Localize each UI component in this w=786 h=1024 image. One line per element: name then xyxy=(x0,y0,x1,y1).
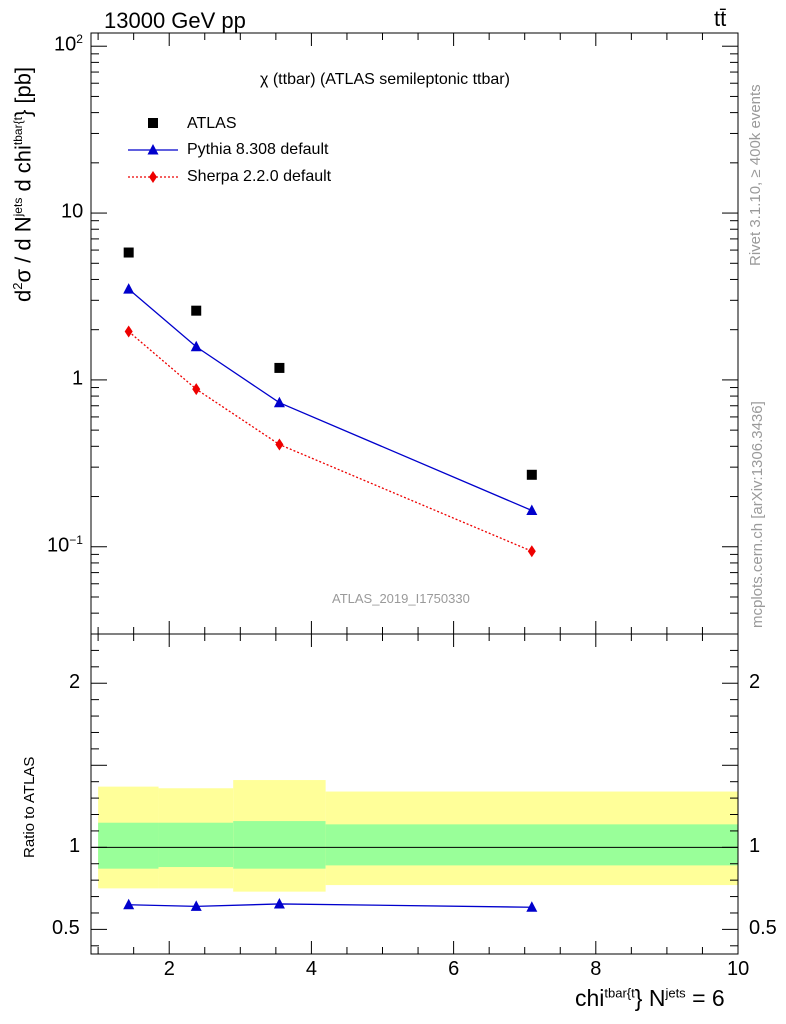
ratio-tick-label-right: 2 xyxy=(749,671,761,694)
y-tick-label: 10−1 xyxy=(47,532,83,557)
plot-frames xyxy=(90,32,739,955)
data-point-pythia xyxy=(273,396,285,408)
data-point-atlas xyxy=(274,362,285,373)
data-point-pythia xyxy=(526,504,538,515)
legend-marker-atlas xyxy=(148,118,158,128)
data-point-sherpa xyxy=(527,545,536,558)
ratio-tick-label: 2 xyxy=(69,671,81,694)
y-axis-label: d2σ / d Njets d chitbar{t} [pb] xyxy=(10,66,36,302)
y-tick-label: 10 xyxy=(61,200,84,223)
ratio-tick-label: 0.5 xyxy=(52,917,80,940)
data-point-sherpa xyxy=(192,383,201,396)
series-lines xyxy=(128,288,533,908)
ratio-y-axis-label: Ratio to ATLAS xyxy=(21,756,38,858)
data-point-sherpa xyxy=(275,438,284,451)
ratio-bands xyxy=(98,780,738,892)
source-label: mcplots.cern.ch [arXiv:1306.3436] xyxy=(749,401,766,628)
legend-marker-sherpa xyxy=(149,171,157,183)
x-tick-label: 10 xyxy=(727,958,750,980)
data-point-atlas xyxy=(191,305,202,316)
data-point-pythia xyxy=(123,283,135,294)
series-line-sherpa xyxy=(128,331,533,552)
ratio-inner-band xyxy=(233,821,326,869)
analysis-label: ATLAS_2019_I1750330 xyxy=(332,591,470,606)
process-label: tt̄ xyxy=(714,6,727,31)
data-markers xyxy=(123,247,538,912)
ratio-tick-label-right: 0.5 xyxy=(749,917,777,940)
ratio-tick-label: 1 xyxy=(69,835,81,858)
ratio-plot-frame xyxy=(90,633,739,955)
data-point-atlas xyxy=(526,469,537,480)
legend-label-sherpa: Sherpa 2.2.0 default xyxy=(187,168,332,185)
legend-label-pythia: Pythia 8.308 default xyxy=(187,141,329,158)
y-tick-label: 1 xyxy=(72,367,84,390)
x-tick-label: 8 xyxy=(590,958,602,980)
data-point-sherpa xyxy=(124,325,133,338)
chart-title: χ (ttbar) (ATLAS semileptonic ttbar) xyxy=(260,71,510,88)
ratio-line-pythia xyxy=(128,903,532,908)
x-tick-label: 2 xyxy=(163,958,175,980)
legend xyxy=(128,118,178,183)
y-tick-label: 102 xyxy=(54,32,83,56)
legend-label-atlas: ATLAS xyxy=(187,115,237,132)
series-line-pythia xyxy=(128,288,533,512)
legend-marker-pythia xyxy=(147,144,159,155)
ratio-inner-band xyxy=(325,824,738,866)
rivet-version-label: Rivet 3.1.10, ≥ 400k events xyxy=(747,84,764,266)
ratio-point-pythia xyxy=(526,901,538,912)
ratio-inner-band xyxy=(98,822,159,869)
x-tick-label: 6 xyxy=(448,958,460,980)
ratio-point-pythia xyxy=(123,898,135,910)
ratio-point-pythia xyxy=(190,900,202,911)
x-tick-label: 4 xyxy=(305,958,318,980)
energy-label: 13000 GeV pp xyxy=(104,8,246,33)
ratio-inner-band xyxy=(158,822,234,868)
x-axis-label: chitbar{t} Njets = 6 xyxy=(575,985,725,1011)
ratio-point-pythia xyxy=(273,897,285,909)
axis-ticks xyxy=(91,33,739,954)
data-point-pythia xyxy=(190,340,202,352)
data-point-atlas xyxy=(123,247,134,258)
ratio-tick-label-right: 1 xyxy=(749,835,761,858)
